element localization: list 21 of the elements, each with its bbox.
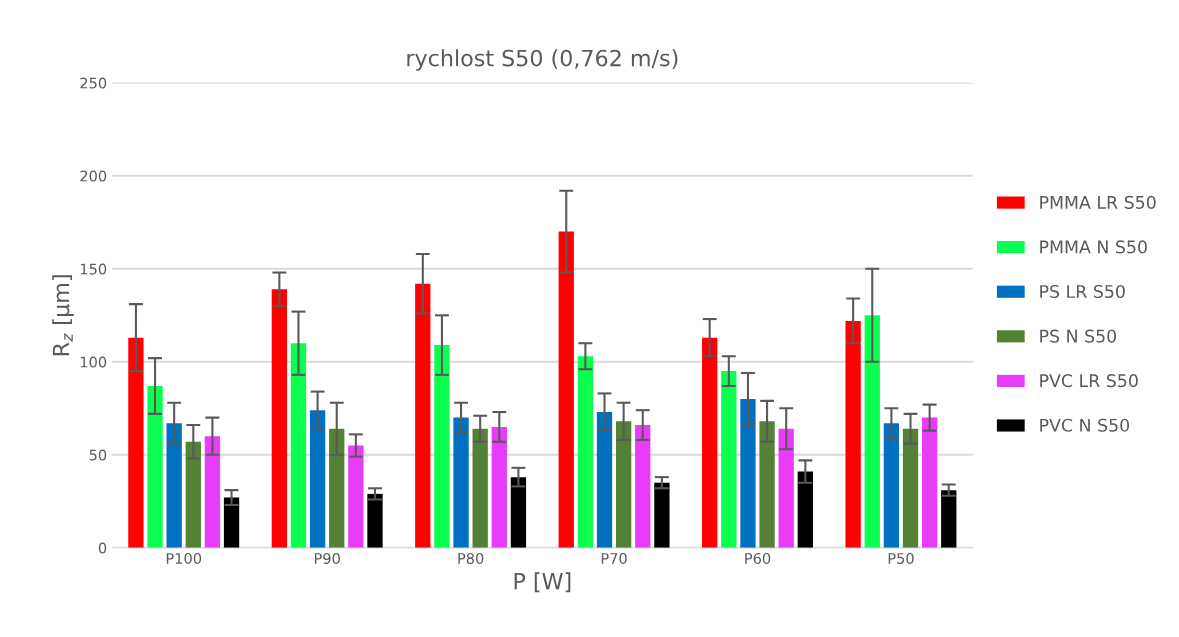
x-tick-label: P70 [601, 552, 627, 564]
chart-title: rychlost S50 (0,762 m/s) [407, 49, 678, 71]
x-tick-label: P60 [745, 552, 771, 564]
legend-label: PMMA N S50 [1040, 240, 1147, 254]
legend-label: PS N S50 [1040, 329, 1117, 343]
legend-label: PVC LR S50 [1040, 374, 1138, 388]
x-tick-label: P50 [888, 552, 914, 564]
y-tick-label: 150 [80, 263, 107, 275]
legend-label: PMMA LR S50 [1040, 195, 1156, 209]
x-tick-label: P100 [166, 552, 202, 564]
y-tick-label: 200 [80, 170, 107, 182]
legend-label: PVC N S50 [1040, 418, 1130, 432]
x-axis-title: P [W] [514, 572, 571, 593]
y-tick-label: 100 [80, 356, 107, 368]
y-tick-label: 50 [89, 449, 107, 461]
y-tick-label: 0 [98, 542, 107, 554]
y-tick-label: 250 [80, 77, 107, 89]
x-tick-label: P80 [458, 552, 484, 564]
legend-label: PS LR S50 [1040, 284, 1125, 299]
y-axis-title: R$_{z}$ [µm] [52, 275, 74, 356]
x-tick-label: P90 [314, 552, 340, 564]
